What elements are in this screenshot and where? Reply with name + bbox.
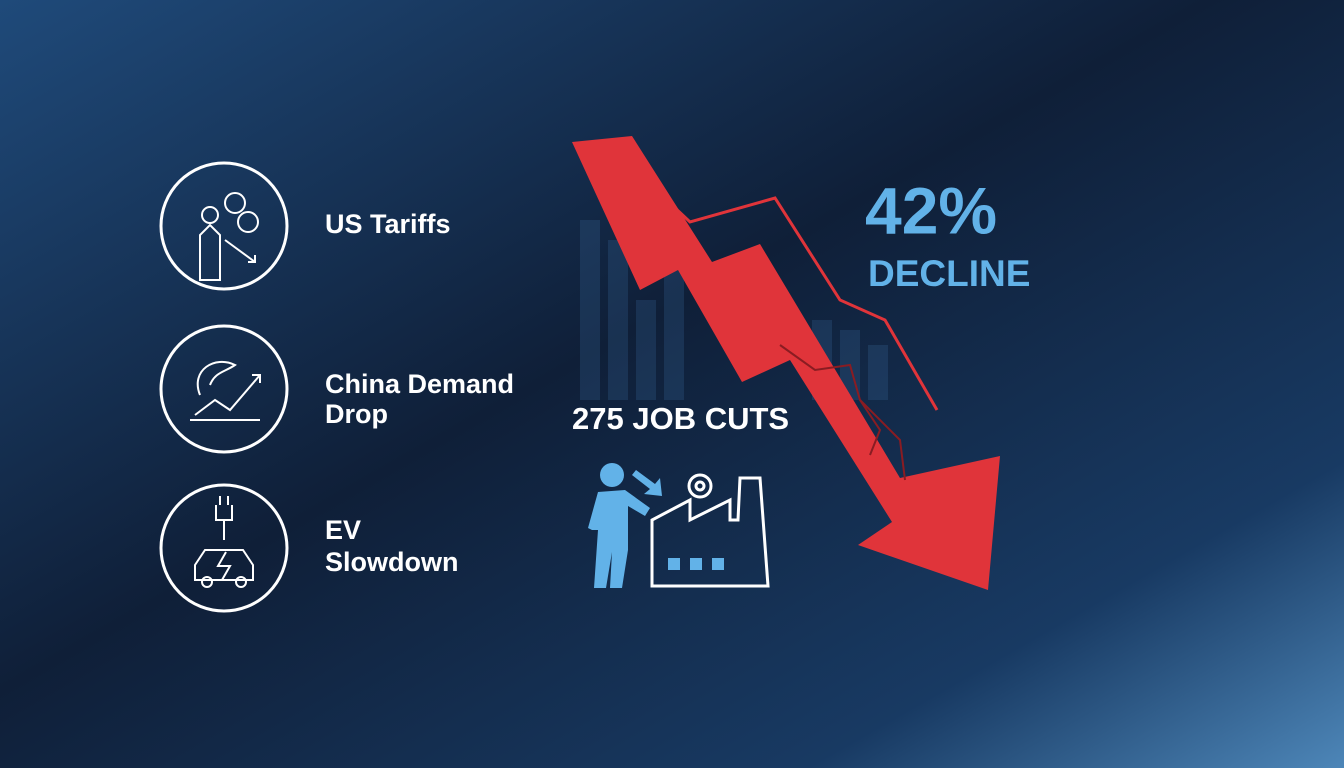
- decline-arrow: [572, 136, 1000, 590]
- factor-label: Slowdown: [325, 547, 458, 577]
- trend-line: [638, 173, 939, 411]
- decline-label: DECLINE: [868, 253, 1030, 294]
- icon-ring: [159, 324, 289, 454]
- factory-icon: [650, 473, 770, 588]
- job-cuts-label: 275 JOB CUTS: [572, 401, 789, 436]
- ev-icon: [194, 496, 254, 588]
- icon-ring: [159, 161, 289, 291]
- job-cuts-icon: [588, 463, 662, 588]
- icon-ring: [159, 483, 289, 613]
- tariff-icon: [199, 192, 259, 281]
- factor-label: China Demand: [325, 369, 514, 399]
- arrow-cracks: [779, 344, 906, 481]
- factor-label: US Tariffs: [325, 209, 451, 239]
- decline-value: 42%: [865, 173, 997, 247]
- factor-label: Drop: [325, 399, 388, 429]
- china-icon: [190, 360, 261, 421]
- factory-windows: [668, 558, 724, 570]
- factor-label: EV: [325, 515, 361, 545]
